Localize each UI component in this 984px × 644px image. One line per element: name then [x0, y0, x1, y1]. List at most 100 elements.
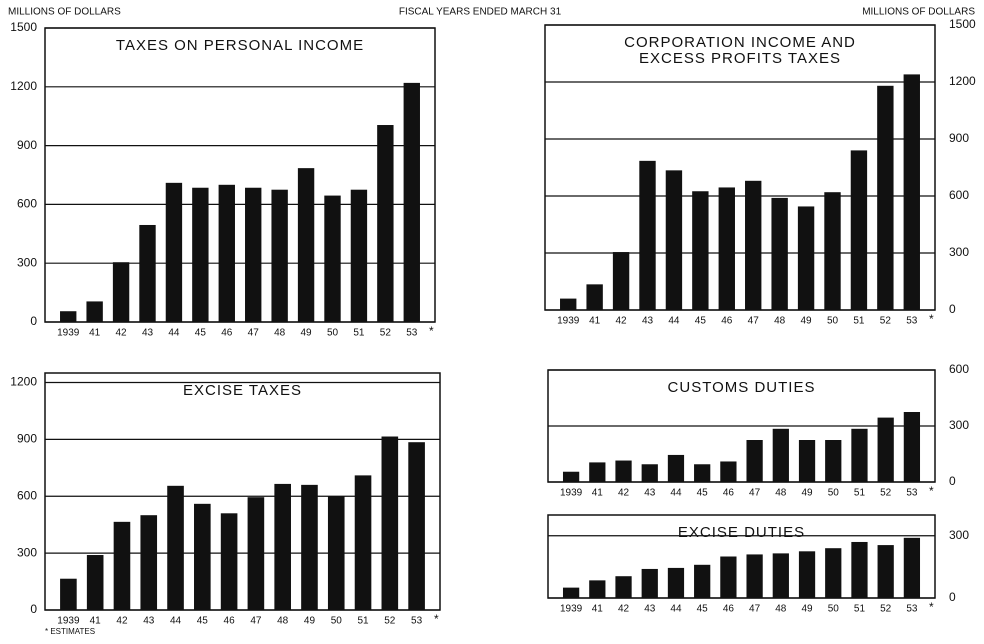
- bar: [720, 556, 737, 598]
- bar: [851, 428, 868, 482]
- x-tick-label: 42: [618, 604, 630, 615]
- chart-title: EXCISE DUTIES: [678, 524, 805, 541]
- bar: [903, 412, 921, 482]
- bar: [746, 554, 763, 598]
- bar: [247, 497, 265, 610]
- bar: [324, 195, 341, 322]
- x-tick-label: 1939: [557, 316, 580, 327]
- bar: [271, 189, 288, 322]
- y-tick-label: 600: [949, 188, 969, 202]
- x-tick-label: 41: [589, 316, 601, 327]
- y-tick-label: 900: [17, 138, 37, 152]
- bar: [665, 170, 683, 310]
- bar: [641, 464, 658, 482]
- x-tick-label: 46: [721, 316, 733, 327]
- x-tick-label: 42: [116, 616, 128, 627]
- y-tick-label: 0: [30, 314, 37, 328]
- y-tick-label: 1200: [10, 79, 37, 93]
- x-tick-label: 47: [749, 604, 761, 615]
- chart-title: CUSTOMS DUTIES: [668, 379, 816, 396]
- x-tick-label: 42: [116, 328, 128, 339]
- x-tick-label: 50: [331, 616, 343, 627]
- x-tick-label: 1939: [560, 488, 583, 499]
- bar: [746, 440, 763, 482]
- x-tick-label: 45: [195, 328, 207, 339]
- x-tick-label: 47: [250, 616, 262, 627]
- y-tick-label: 0: [949, 302, 956, 316]
- x-tick-label: 52: [384, 616, 396, 627]
- bar: [851, 541, 868, 598]
- bar: [327, 496, 345, 610]
- y-tick-label: 600: [17, 197, 37, 211]
- x-tick-label: 51: [853, 316, 865, 327]
- bar: [639, 160, 656, 310]
- bar: [771, 197, 788, 310]
- bar: [850, 150, 868, 310]
- x-tick-label: 45: [197, 616, 209, 627]
- bar: [824, 192, 841, 310]
- estimate-mark: *: [929, 600, 934, 614]
- x-tick-label: 43: [644, 604, 656, 615]
- x-tick-label: 44: [168, 328, 180, 339]
- x-tick-label: 51: [854, 604, 866, 615]
- estimate-mark: *: [929, 484, 934, 498]
- bar: [694, 464, 711, 482]
- x-tick-label: 53: [906, 316, 918, 327]
- bar: [589, 462, 606, 482]
- y-tick-label: 0: [949, 474, 956, 488]
- x-tick-label: 49: [801, 316, 813, 327]
- bar: [772, 428, 789, 482]
- x-tick-label: 52: [880, 604, 892, 615]
- chart-title: EXCISE TAXES: [183, 382, 302, 399]
- bar: [667, 567, 685, 598]
- x-tick-label: 49: [801, 488, 813, 499]
- bar: [772, 553, 789, 598]
- x-tick-label: 48: [277, 616, 289, 627]
- bar: [589, 580, 606, 598]
- bar: [381, 436, 399, 610]
- bar: [403, 82, 420, 322]
- bar: [245, 187, 262, 322]
- x-tick-label: 53: [411, 616, 423, 627]
- y-tick-label: 300: [17, 545, 37, 559]
- y-tick-label: 1500: [949, 17, 976, 31]
- bar: [167, 485, 184, 610]
- x-tick-label: 45: [697, 604, 709, 615]
- bar: [60, 578, 77, 610]
- x-tick-label: 41: [90, 616, 102, 627]
- y-tick-label: 0: [30, 602, 37, 616]
- chart-title: TAXES ON PERSONAL INCOME: [116, 37, 364, 54]
- bar: [194, 503, 211, 610]
- header: FISCAL YEARS ENDED MARCH 31: [399, 7, 562, 18]
- bar: [218, 184, 235, 322]
- x-tick-label: 45: [695, 316, 707, 327]
- y-axis-label: MILLIONS OF DOLLARS: [862, 7, 975, 18]
- x-tick-label: 46: [224, 616, 236, 627]
- x-tick-label: 52: [880, 316, 892, 327]
- bar: [562, 587, 580, 598]
- y-tick-label: 300: [17, 255, 37, 269]
- x-tick-label: 48: [274, 328, 286, 339]
- bar: [562, 471, 580, 482]
- bar: [877, 545, 894, 598]
- bar: [877, 417, 894, 482]
- bar: [615, 460, 632, 482]
- x-tick-label: 53: [906, 488, 918, 499]
- x-tick-label: 50: [327, 328, 339, 339]
- x-tick-label: 43: [644, 488, 656, 499]
- x-tick-label: 47: [248, 328, 260, 339]
- bar: [586, 284, 603, 310]
- bar: [877, 85, 894, 310]
- y-tick-label: 600: [949, 362, 969, 376]
- x-tick-label: 44: [170, 616, 182, 627]
- x-tick-label: 43: [142, 328, 154, 339]
- x-tick-label: 1939: [560, 604, 583, 615]
- bar: [60, 311, 77, 322]
- x-tick-label: 51: [353, 328, 365, 339]
- x-tick-label: 51: [854, 488, 866, 499]
- bar: [350, 189, 368, 322]
- y-tick-label: 900: [949, 131, 969, 145]
- bar: [220, 513, 238, 610]
- x-tick-label: 46: [221, 328, 233, 339]
- bar: [903, 537, 921, 598]
